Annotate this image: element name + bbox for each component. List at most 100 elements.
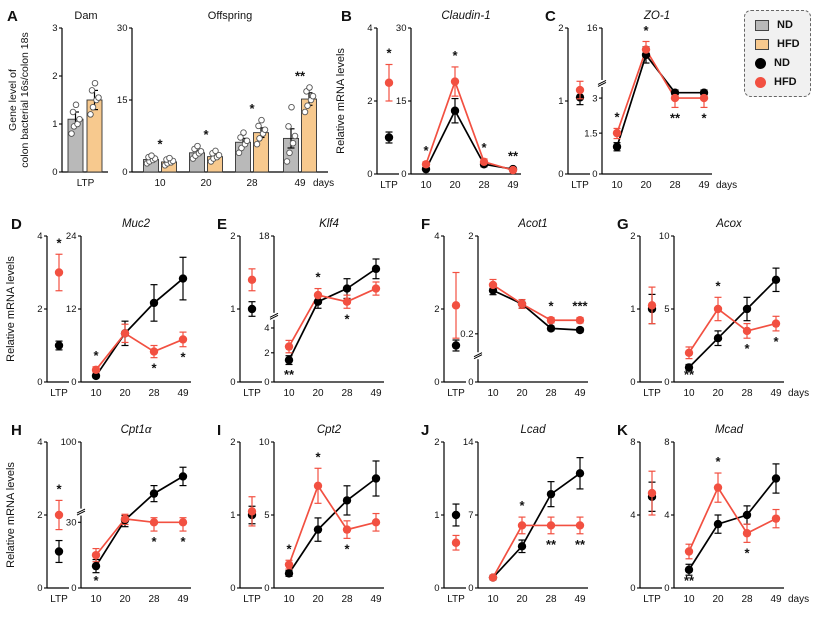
hfd-point	[313, 481, 323, 490]
sig-label: *	[56, 481, 62, 496]
x-tick-label: 49	[507, 180, 519, 191]
scatter-point	[304, 102, 311, 110]
y-tick-label: 0	[468, 377, 473, 388]
y-tick-label: 30	[396, 23, 407, 34]
nd-series-line	[492, 289, 581, 331]
nd-point	[684, 363, 694, 372]
hfd-point	[120, 514, 130, 524]
scatter-point	[309, 92, 317, 100]
x-tick-label: 49	[177, 594, 189, 605]
panel-letter: K	[617, 422, 628, 439]
panel-title: Lcad	[521, 424, 547, 436]
hfd-ltp-point	[647, 301, 657, 310]
nd-point	[450, 106, 460, 115]
x-axis-unit: days	[716, 180, 737, 191]
y-tick-label: 0	[664, 583, 669, 594]
nd-point	[342, 496, 352, 505]
sig-label: *	[249, 101, 255, 116]
scatter-point	[72, 101, 80, 109]
y-tick-label: 0	[664, 377, 669, 388]
sig-label: *	[93, 573, 99, 588]
scatter-point	[148, 152, 155, 159]
scatter-point	[215, 151, 223, 159]
hfd-ltp-point	[247, 507, 257, 516]
x-tick-label: 49	[370, 594, 382, 605]
nd-point	[742, 304, 752, 314]
y-tick-label: 5	[664, 304, 669, 315]
nd-point	[313, 525, 323, 534]
nd-point	[684, 565, 694, 574]
panel-E: E Klf4 0 1 2 LTP 0 2 4 18 ** * * 10 20 28 49	[210, 212, 416, 419]
x-tick-label: 49	[770, 388, 782, 399]
y-tick-label: 1	[230, 304, 235, 315]
hfd-series-line	[425, 78, 514, 171]
sig-label: *	[715, 454, 721, 469]
nd-series-line	[688, 279, 777, 368]
y-tick-label: 30	[117, 23, 128, 34]
sig-label: *	[180, 534, 186, 549]
y-tick-label: 0	[630, 377, 635, 388]
nd-point	[91, 561, 101, 571]
x-tick-label: 49	[574, 388, 586, 399]
y-tick-label: 100	[61, 437, 77, 448]
y-tick-label: 8	[630, 437, 635, 448]
sig-label: **	[546, 537, 557, 552]
hfd-point	[713, 483, 723, 492]
nd-series-line	[492, 472, 581, 579]
x-tick-label: 20	[449, 180, 461, 191]
hfd-point	[91, 550, 101, 560]
scatter-point	[68, 130, 75, 137]
y-tick-label: 0	[230, 377, 235, 388]
panel-G: G Acox 0 1 2 LTP 0 5 10 ** * * * 10 20 28 49 days	[610, 212, 816, 419]
y-tick-label: 0	[592, 169, 597, 180]
sig-label: *	[423, 143, 429, 158]
legend: ND HFD ND HFD	[744, 10, 811, 97]
x-tick-label: LTP	[380, 180, 398, 191]
scatter-point	[286, 149, 293, 157]
x-tick-label: 49	[698, 180, 710, 191]
hfd-ltp-point	[647, 488, 657, 498]
square-swatch-icon	[755, 19, 769, 31]
panel-letter: B	[341, 8, 352, 25]
panel-A-chart: A Gene level of colon bacterial 16s/colon …	[7, 8, 334, 189]
nd-point	[771, 474, 781, 483]
y-tick-label: 18	[259, 231, 270, 242]
scatter-point	[253, 140, 261, 148]
x-tick-label: 49	[370, 388, 382, 399]
scatter-point	[237, 134, 244, 141]
y-tick-label: 12	[66, 304, 77, 315]
hfd-point	[421, 160, 431, 169]
x-tick-label: LTP	[447, 388, 465, 399]
hfd-ltp-point	[451, 301, 461, 310]
nd-point	[371, 474, 381, 483]
sig-label: **	[684, 367, 695, 382]
nd-point	[371, 264, 381, 274]
x-tick-label: 10	[487, 388, 499, 399]
y-tick-label: 2	[558, 23, 563, 34]
axis-break	[598, 79, 606, 87]
scatter-point	[301, 108, 309, 116]
hfd-point	[575, 316, 585, 325]
sig-label: *	[344, 311, 350, 326]
y-tick-label: 1.5	[584, 128, 597, 139]
y-tick-label: 2	[630, 231, 635, 242]
nd-point	[149, 489, 159, 498]
scatter-point	[288, 103, 295, 111]
panel-title: Mcad	[715, 424, 744, 436]
x-axis-unit: days	[313, 178, 334, 189]
y-tick-label: 0	[558, 169, 563, 180]
axis-break-mark	[76, 510, 86, 516]
circle-swatch-icon	[755, 57, 766, 69]
sig-label: *	[643, 23, 649, 38]
y-axis-label: colon bacterial 16s/colon 18s	[19, 32, 31, 167]
axis-break-mark	[76, 508, 86, 514]
panel-title: Acox	[715, 218, 743, 230]
nd-point	[713, 519, 723, 529]
y-tick-label: 1	[230, 510, 235, 521]
x-tick-label: LTP	[643, 388, 661, 399]
y-tick-label: 0	[630, 583, 635, 594]
y-tick-label: 4	[630, 510, 635, 521]
